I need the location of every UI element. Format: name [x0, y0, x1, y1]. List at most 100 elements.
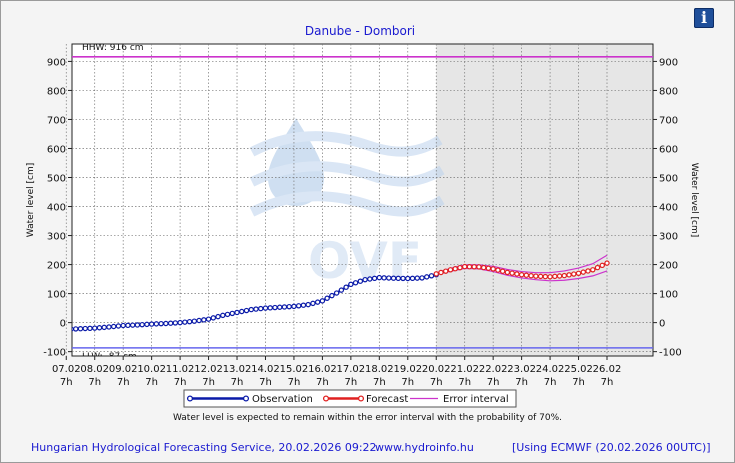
forecast-point — [561, 272, 568, 279]
x-tick-label-date: 23.02 — [507, 364, 536, 375]
observation-point — [248, 306, 254, 313]
observation-point — [281, 304, 288, 310]
footer-organization: Hungarian Hydrological Forecasting Servi… — [31, 441, 377, 454]
observation-point — [367, 276, 373, 282]
observation-point — [144, 321, 150, 328]
x-tick-label-date: 22.02 — [479, 364, 508, 375]
x-tick-label-time: 7h — [288, 377, 301, 388]
x-tick-label-time: 7h — [544, 377, 557, 388]
x-tick-label-time: 7h — [88, 377, 101, 388]
observation-point — [177, 319, 183, 326]
observation-point — [300, 302, 307, 308]
y-tick-label-right: -100 — [659, 348, 682, 359]
observation-point — [120, 322, 126, 329]
observation-point — [182, 319, 188, 325]
observation-point — [424, 274, 430, 280]
footer-model-info: [Using ECMWF (20.02.2026 00UTC)] — [512, 441, 711, 454]
forecast-point — [499, 268, 506, 274]
observation-point — [272, 304, 278, 311]
x-tick-label-date: 16.02 — [308, 364, 337, 375]
forecast-point — [480, 264, 487, 271]
observation-point — [220, 312, 226, 319]
forecast-point — [509, 270, 515, 276]
x-tick-label-time: 7h — [373, 377, 386, 388]
forecast-point — [518, 272, 525, 278]
y-axis-right: -100 0 100 200 300 400 500 600 700 800 900 — [653, 57, 682, 359]
observation-point — [414, 275, 420, 281]
forecast-point — [528, 273, 534, 279]
observation-point — [92, 325, 98, 331]
info-icon[interactable]: i — [694, 8, 714, 28]
observation-point — [82, 325, 88, 332]
observation-point — [148, 321, 155, 327]
y-tick-label-right: 900 — [659, 57, 678, 68]
observation-point — [73, 326, 79, 332]
observation-point — [110, 323, 117, 330]
y-tick-label-right: 700 — [659, 115, 678, 126]
observation-point — [376, 274, 383, 281]
y-tick-label-left: 0 — [60, 319, 66, 330]
legend-forecast-marker-2 — [357, 395, 365, 402]
x-tick-label-time: 7h — [601, 377, 614, 388]
x-tick-label-time: 7h — [202, 377, 215, 388]
footer-website-link[interactable]: www.hydroinfo.hu — [375, 441, 474, 454]
forecast-point — [533, 273, 539, 279]
chart-title: Danube - Dombori — [305, 24, 415, 38]
legend-forecast-marker-1 — [322, 395, 330, 402]
y-tick-label-left: 400 — [47, 203, 66, 214]
observation-point — [36, 328, 40, 332]
forecast-point — [599, 262, 605, 269]
forecast-point — [590, 267, 596, 273]
series-layer — [36, 254, 610, 332]
observation-point — [72, 326, 74, 332]
observation-point — [40, 328, 44, 332]
observation-point — [191, 318, 198, 324]
hhw-label: HHW: 916 cm — [82, 43, 144, 53]
y-tick-label-left: 900 — [47, 57, 66, 68]
observation-point — [153, 321, 160, 327]
observation-point — [338, 287, 345, 293]
observation-point — [400, 275, 406, 282]
x-tick-label-time: 7h — [458, 377, 471, 388]
x-axis: 07.02 7h 08.02 7h 09.02 7h 10.02 7h 11.02 7h 12.02… — [52, 356, 621, 388]
forecast-point — [542, 273, 549, 280]
forecast-point — [571, 271, 577, 277]
observation-point — [77, 326, 84, 332]
forecast-point — [547, 274, 553, 280]
y-tick-label-left: -100 — [43, 348, 66, 359]
y-tick-label-right: 100 — [659, 290, 678, 301]
observation-point — [55, 327, 59, 331]
x-tick-label-date: 14.02 — [251, 364, 280, 375]
observation-point — [324, 295, 330, 301]
y-tick-label-left: 700 — [47, 115, 66, 126]
forecast-point — [580, 269, 586, 275]
observation-point — [409, 275, 416, 282]
forecast-point — [466, 264, 473, 270]
x-tick-label-time: 7h — [401, 377, 414, 388]
forecast-point — [462, 263, 468, 270]
forecast-point — [604, 260, 610, 266]
y-tick-label-left: 600 — [47, 144, 66, 155]
observation-point — [167, 320, 174, 326]
y-axis-label-right: Water level [cm] — [689, 163, 699, 237]
x-tick-label-time: 7h — [259, 377, 272, 388]
observation-point — [205, 316, 212, 322]
reference-lines: HHW: 916 cm LLW: -87 cm — [72, 43, 653, 356]
forecast-point — [556, 273, 563, 279]
forecast-period-shading — [436, 44, 653, 356]
legend: Observation Forecast Error interval — [183, 389, 517, 408]
y-tick-label-right: 400 — [659, 203, 678, 214]
legend-error-interval-label: Error interval — [443, 394, 509, 405]
forecast-point — [575, 270, 582, 276]
x-tick-label-date: 26.02 — [593, 364, 622, 375]
forecast-point — [471, 264, 477, 270]
observation-point — [343, 284, 349, 290]
observation-point — [310, 300, 316, 307]
ovf-watermark-logo: OVF — [249, 118, 445, 290]
observation-point — [129, 322, 136, 328]
x-tick-label-time: 7h — [572, 377, 585, 388]
forecast-point — [566, 272, 572, 278]
x-tick-label-date: 21.02 — [450, 364, 479, 375]
x-tick-label-date: 17.02 — [337, 364, 366, 375]
observation-point — [87, 325, 93, 332]
